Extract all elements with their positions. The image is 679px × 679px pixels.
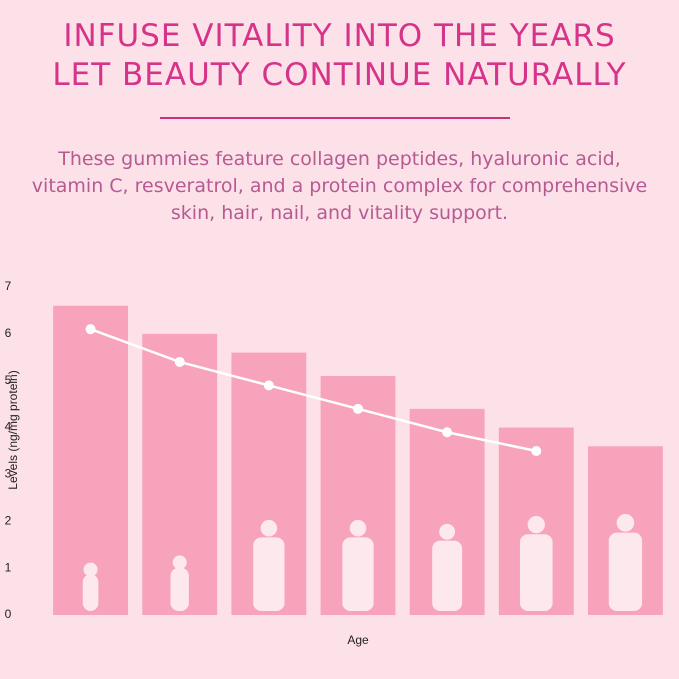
silhouette xyxy=(349,519,367,537)
y-tick-label: 4 xyxy=(5,420,12,434)
divider xyxy=(160,117,510,119)
silhouette xyxy=(527,515,545,534)
y-tick-label: 0 xyxy=(5,607,12,621)
title: LET BEAUTY CONTINUE NATURALLY xyxy=(52,57,627,93)
silhouette xyxy=(253,537,285,611)
line-point xyxy=(85,324,96,335)
line-point xyxy=(531,446,542,456)
text: vitamin C, resveratrol, and a protein co… xyxy=(31,175,648,197)
silhouette xyxy=(82,574,99,611)
line-point xyxy=(353,403,363,414)
y-axis-label: Levels (ng/mg protein) xyxy=(6,370,20,489)
y-tick-label: 2 xyxy=(5,513,12,527)
silhouette xyxy=(342,537,374,611)
y-tick-label: 5 xyxy=(5,373,12,387)
silhouette xyxy=(172,555,187,570)
silhouette xyxy=(83,562,98,577)
line-point xyxy=(174,356,185,367)
x-axis-label: Age xyxy=(347,633,369,647)
line xyxy=(90,327,537,453)
y-tick-label: 3 xyxy=(5,467,12,481)
y-tick-label: 6 xyxy=(5,326,12,340)
silhouette xyxy=(608,532,643,611)
silhouette xyxy=(519,534,553,611)
text: These gummies feature collagen peptides,… xyxy=(58,148,621,170)
y-tick-label: 7 xyxy=(5,279,12,293)
y-tick-label: 1 xyxy=(5,560,12,574)
silhouette xyxy=(432,540,463,611)
silhouette xyxy=(616,513,635,532)
line-point xyxy=(263,380,274,391)
line-point xyxy=(442,427,453,438)
silhouette xyxy=(439,523,456,540)
text: skin, hair, nail, and vitality support. xyxy=(170,202,509,224)
silhouette xyxy=(260,519,278,537)
title: INFUSE VITALITY INTO THE YEARS xyxy=(63,18,616,54)
silhouette xyxy=(170,567,189,611)
